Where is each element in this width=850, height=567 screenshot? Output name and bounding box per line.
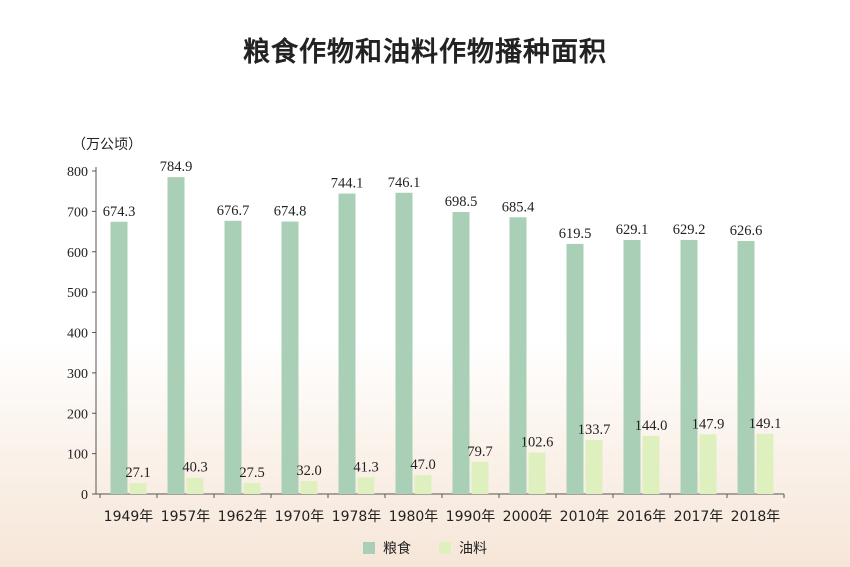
data-label-grain: 746.1 xyxy=(388,175,421,191)
data-label-grain: 674.3 xyxy=(103,204,136,220)
bar-grain xyxy=(680,239,698,494)
data-label-grain: 629.2 xyxy=(673,222,706,238)
y-tick-label: 200 xyxy=(67,407,88,422)
x-tick-label: 1980年 xyxy=(389,509,439,525)
y-tick-label: 300 xyxy=(67,367,88,382)
data-label-oil: 41.3 xyxy=(353,459,378,475)
bar-oil xyxy=(642,435,660,494)
bar-grain xyxy=(623,240,641,494)
x-tick-label: 1990年 xyxy=(446,509,496,525)
x-tick-label: 2010年 xyxy=(560,509,610,525)
data-label-grain: 744.1 xyxy=(331,176,364,192)
bar-oil xyxy=(243,482,261,494)
bar-oil xyxy=(414,475,432,494)
legend-item-grain: 粮食 xyxy=(363,538,411,558)
y-tick-label: 400 xyxy=(67,327,88,342)
data-label-oil: 147.9 xyxy=(692,416,725,432)
x-tick-label: 1970年 xyxy=(275,509,325,525)
legend-swatch-oil xyxy=(439,542,451,554)
legend-label-grain: 粮食 xyxy=(383,541,411,557)
data-label-oil: 79.7 xyxy=(467,444,492,460)
data-label-oil: 27.1 xyxy=(125,465,150,481)
legend: 粮食 油料 xyxy=(0,538,850,558)
x-tick-label: 1978年 xyxy=(332,509,382,525)
y-axis-unit-label: （万公顷） xyxy=(72,137,142,153)
bar-oil xyxy=(471,461,489,494)
x-tick-label: 2000年 xyxy=(503,509,553,525)
data-label-grain: 619.5 xyxy=(559,226,592,242)
y-tick-label: 600 xyxy=(67,246,88,261)
data-label-oil: 144.0 xyxy=(635,418,668,434)
data-label-oil: 149.1 xyxy=(749,416,782,432)
bar-grain xyxy=(395,192,413,494)
y-tick-label: 700 xyxy=(67,205,88,220)
y-tick-label: 100 xyxy=(67,448,88,463)
bar-oil xyxy=(585,440,603,494)
bar-oil xyxy=(129,483,147,494)
data-label-oil: 40.3 xyxy=(182,460,207,476)
legend-label-oil: 油料 xyxy=(459,541,487,557)
x-tick-label: 2017年 xyxy=(674,509,724,525)
bar-grain xyxy=(737,241,755,494)
bar-grain xyxy=(338,193,356,494)
bar-grain xyxy=(566,243,584,494)
bar-grain xyxy=(167,177,185,494)
bar-grain xyxy=(281,221,299,494)
data-label-oil: 27.5 xyxy=(239,465,264,481)
data-label-oil: 102.6 xyxy=(521,435,554,451)
bar-oil xyxy=(528,452,546,494)
chart-title: 粮食作物和油料作物播种面积 xyxy=(243,37,607,68)
bar-oil xyxy=(756,433,774,494)
y-tick-label: 800 xyxy=(67,165,88,180)
data-label-grain: 674.8 xyxy=(274,204,307,220)
bar-oil xyxy=(357,477,375,494)
data-label-oil: 47.0 xyxy=(410,457,435,473)
bar-grain xyxy=(452,211,470,494)
x-tick-label: 1957年 xyxy=(161,509,211,525)
data-label-oil: 133.7 xyxy=(578,422,611,438)
x-tick-label: 2018年 xyxy=(731,509,781,525)
bar-grain xyxy=(224,220,242,494)
bar-grain xyxy=(509,217,527,494)
legend-item-oil: 油料 xyxy=(439,538,487,558)
data-label-grain: 784.9 xyxy=(160,159,193,175)
x-tick-label: 1962年 xyxy=(218,509,268,525)
data-label-grain: 676.7 xyxy=(217,203,250,219)
data-label-oil: 32.0 xyxy=(296,463,321,479)
bar-oil xyxy=(300,481,318,494)
y-tick-label: 0 xyxy=(81,488,88,503)
x-tick-label: 1949年 xyxy=(104,509,154,525)
data-label-grain: 685.4 xyxy=(502,199,535,215)
bar-oil xyxy=(186,477,204,494)
legend-swatch-grain xyxy=(363,542,375,554)
x-tick-label: 2016年 xyxy=(617,509,667,525)
bar-grain xyxy=(110,221,128,494)
data-label-grain: 629.1 xyxy=(616,222,649,238)
data-label-grain: 626.6 xyxy=(730,223,763,239)
y-tick-label: 500 xyxy=(67,286,88,301)
data-label-grain: 698.5 xyxy=(445,194,478,210)
bar-oil xyxy=(699,434,717,494)
